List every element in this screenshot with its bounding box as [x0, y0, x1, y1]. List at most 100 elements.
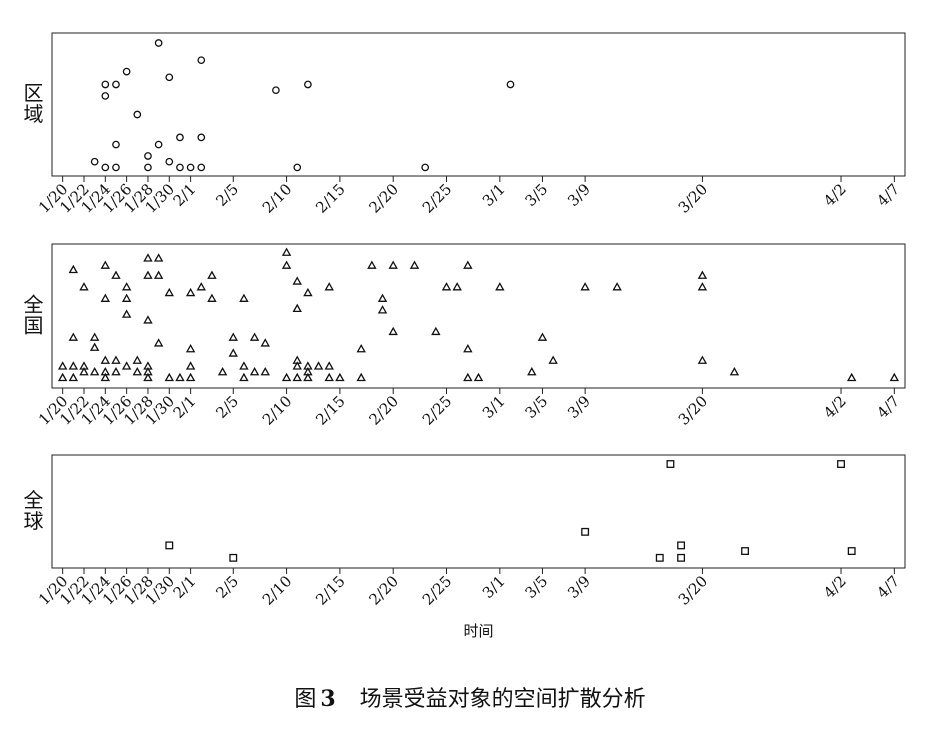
data-point: [249, 367, 260, 376]
data-point: [495, 282, 505, 291]
data-point: [272, 86, 280, 95]
data-point: [197, 163, 206, 172]
data-point: [356, 372, 366, 382]
data-point: [537, 332, 548, 341]
data-point: [580, 282, 590, 291]
x-tick-label: 3/1: [479, 392, 509, 422]
data-point: [463, 343, 473, 353]
data-point: [741, 547, 750, 555]
data-point: [121, 282, 132, 291]
x-tick-label: 3/20: [675, 572, 712, 609]
data-point: [463, 372, 473, 382]
x-tick-label: 2/25: [419, 572, 456, 609]
data-point: [133, 110, 142, 119]
data-point: [304, 80, 312, 89]
x-tick-label: 3/20: [675, 392, 712, 429]
data-point: [122, 67, 131, 76]
data-point: [729, 367, 740, 376]
data-point: [292, 372, 302, 382]
data-point: [68, 372, 79, 382]
data-point: [388, 260, 398, 269]
data-point: [132, 355, 143, 364]
data-point: [229, 553, 238, 562]
x-tick-label: 3/9: [564, 392, 594, 422]
data-point: [677, 553, 686, 562]
data-point: [217, 367, 228, 376]
data-point: [677, 541, 686, 550]
data-point: [239, 361, 249, 370]
data-point: [153, 270, 164, 279]
data-point: [121, 309, 132, 318]
x-tick-label: 2/5: [212, 180, 242, 210]
data-point: [697, 270, 708, 279]
x-tick-label: 2/5: [212, 572, 242, 602]
data-point: [581, 527, 590, 536]
data-point: [165, 541, 174, 550]
data-point: [431, 326, 441, 336]
data-point: [164, 372, 174, 382]
data-point: [281, 247, 292, 256]
data-point: [57, 372, 68, 382]
data-point: [101, 92, 110, 100]
data-point: [143, 270, 153, 279]
data-point: [57, 361, 68, 370]
data-point: [421, 163, 430, 172]
data-point: [186, 163, 195, 172]
x-tick-label: 3/5: [522, 572, 552, 602]
data-point: [324, 361, 334, 370]
data-point: [837, 460, 845, 468]
data-point: [89, 342, 100, 351]
data-point: [79, 367, 89, 376]
y-axis-label: 区域: [20, 83, 44, 125]
data-point: [197, 56, 206, 65]
data-point: [68, 361, 79, 370]
data-point: [313, 361, 324, 370]
x-tick-label: 3/9: [564, 572, 594, 602]
data-point: [165, 157, 174, 166]
data-point: [228, 348, 238, 357]
data-point: [506, 80, 515, 89]
data-point: [260, 338, 270, 347]
data-point: [185, 361, 196, 370]
data-point: [377, 305, 388, 314]
data-point: [292, 303, 302, 313]
x-tick-label: 2/20: [365, 180, 402, 217]
x-tick-label: 2/15: [312, 392, 349, 429]
data-point: [196, 282, 206, 291]
y-axis-label: 全国: [20, 294, 44, 336]
data-point: [175, 372, 185, 382]
data-point: [153, 338, 164, 347]
data-point: [239, 372, 249, 382]
data-point: [79, 282, 89, 291]
data-point: [293, 163, 302, 172]
data-point: [111, 355, 121, 364]
data-point: [527, 367, 537, 376]
data-point: [111, 270, 121, 279]
data-point: [111, 367, 121, 376]
data-point: [356, 343, 366, 353]
x-tick-label: 4/2: [820, 180, 850, 210]
data-point: [207, 270, 217, 279]
data-point: [377, 293, 388, 302]
x-tick-label: 2/25: [419, 392, 456, 429]
x-tick-label: 2/20: [365, 392, 402, 429]
figure-caption: 图 3 场景受益对象的空间扩散分析: [294, 686, 645, 712]
data-point: [324, 282, 334, 291]
data-point: [164, 287, 174, 297]
data-point: [281, 372, 292, 382]
x-tick-label: 4/7: [873, 180, 903, 210]
x-tick-label: 3/1: [479, 180, 509, 210]
data-point: [101, 163, 110, 172]
data-point: [463, 260, 473, 269]
data-point: [112, 140, 120, 149]
data-point: [144, 163, 152, 172]
caption-prefix: 图: [294, 687, 316, 712]
caption-text: 场景受益对象的空间扩散分析: [360, 687, 646, 712]
data-point: [388, 326, 398, 336]
plot-frame: [51, 32, 906, 177]
data-point: [697, 282, 708, 291]
x-axis-label: 时间: [463, 622, 493, 640]
data-point: [185, 372, 196, 382]
data-point: [548, 355, 558, 364]
x-tick-label: 3/9: [564, 180, 594, 210]
